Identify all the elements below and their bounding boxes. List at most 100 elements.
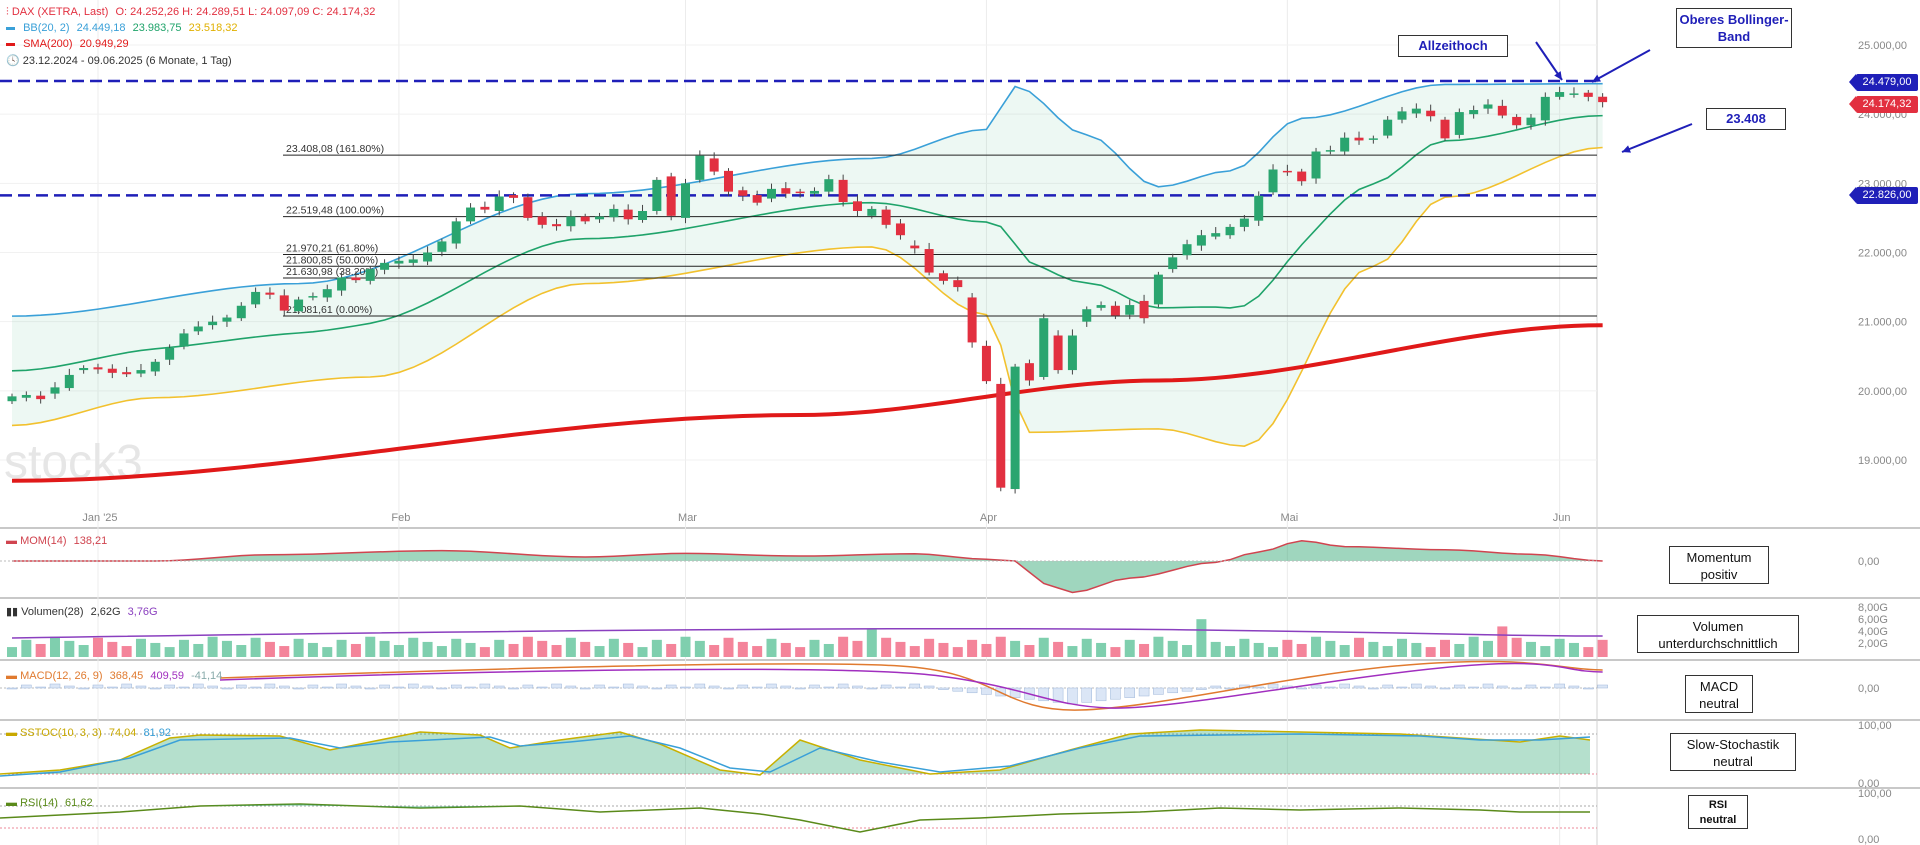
candle <box>1082 306 1092 327</box>
stoch-label: SSTOC(10, 3, 3) <box>20 727 102 739</box>
candle-body <box>1239 218 1249 227</box>
macd-histogram-bar <box>1597 684 1608 689</box>
candle-body <box>953 280 963 288</box>
volume-bar <box>1124 639 1135 657</box>
volume-bar <box>107 641 118 657</box>
candle <box>738 186 748 202</box>
candle-body <box>1497 105 1507 116</box>
candle <box>122 366 132 377</box>
volume-bar <box>1497 626 1508 657</box>
bb-upper-value: 24.449,18 <box>76 22 126 34</box>
y-tick-label: 25.000,00 <box>1858 40 1907 52</box>
candle <box>1139 294 1149 324</box>
candle <box>595 212 605 223</box>
macd-histogram-bar <box>565 685 577 689</box>
volume-bar <box>264 641 275 657</box>
macd-histogram-bar <box>880 684 892 689</box>
bollinger-fill <box>12 83 1603 447</box>
macd-histogram-bar <box>1382 684 1393 689</box>
candle <box>294 296 304 315</box>
volume-bar <box>1511 637 1522 657</box>
volume-bar <box>838 636 849 657</box>
candle-body <box>852 201 862 211</box>
candle <box>494 190 504 216</box>
macd-histogram-bar <box>1540 686 1551 689</box>
macd-histogram-bar <box>1583 687 1594 690</box>
candle <box>1397 106 1407 124</box>
volume-bar <box>7 647 17 657</box>
candle-body <box>996 383 1006 488</box>
candle <box>910 240 920 254</box>
volume-bar <box>580 641 591 657</box>
candle <box>1325 145 1335 155</box>
candle <box>279 289 289 316</box>
candle <box>1239 215 1249 232</box>
candle <box>1555 86 1565 100</box>
sma-legend: SMA(200) 20.949,29 <box>6 38 129 50</box>
volume-bar <box>1411 642 1422 657</box>
volume-bar <box>279 646 290 657</box>
candle-body <box>709 158 719 172</box>
candle <box>79 365 89 374</box>
candle <box>924 242 934 276</box>
candle <box>752 190 762 206</box>
candle-body <box>1397 111 1407 120</box>
candle-body <box>466 207 476 222</box>
macd-histogram-bar <box>1095 687 1107 702</box>
candle <box>136 363 146 378</box>
macd-histogram-bar <box>450 684 462 689</box>
candle-body <box>408 259 418 263</box>
candle-body <box>867 208 877 216</box>
volume-bar <box>121 646 132 657</box>
candle <box>179 328 189 350</box>
macd-histogram-bar <box>723 687 734 690</box>
sma-swatch-icon <box>6 42 15 46</box>
volume-bar <box>952 647 963 657</box>
instrument-legend: ⫶ DAX (XETRA, Last) O: 24.252,26 H: 24.2… <box>6 6 375 19</box>
candle <box>236 302 246 321</box>
candle-body <box>236 305 246 319</box>
macd-histogram-bar <box>1497 685 1508 689</box>
macd-histogram-bar <box>49 683 61 689</box>
candle-body <box>122 372 132 375</box>
sma-value: 20.949,29 <box>79 38 129 50</box>
candle-body <box>666 176 676 216</box>
macd-histogram-bar <box>207 685 218 689</box>
macd-histogram-bar <box>193 683 204 689</box>
candle <box>1254 191 1264 226</box>
candle-body <box>1096 305 1106 308</box>
candle <box>265 287 275 300</box>
x-tick-label: Apr <box>980 512 997 524</box>
candle <box>724 168 733 197</box>
candle <box>365 266 375 285</box>
macd-histogram-bar <box>1454 684 1465 689</box>
macd-histogram-bar <box>1110 687 1121 700</box>
volume-bar <box>236 645 247 657</box>
candle <box>394 256 404 269</box>
candle <box>1497 99 1507 119</box>
volume-bar <box>924 638 935 657</box>
candle-body <box>193 326 203 332</box>
volume-bar <box>221 640 232 657</box>
macd-histogram-bar <box>1368 687 1379 690</box>
volume-bar <box>1253 642 1264 657</box>
macd-histogram-bar <box>21 684 32 689</box>
candle-body <box>222 317 232 322</box>
macd-histogram-bar <box>1196 687 1207 690</box>
volume-bar <box>451 638 462 657</box>
candle-body <box>623 209 633 220</box>
candle-body <box>1555 92 1565 97</box>
candle-body <box>1153 274 1163 305</box>
candle-body <box>1053 335 1063 371</box>
volume-bar <box>336 639 347 657</box>
x-tick-label: Mar <box>678 512 697 524</box>
candle-body <box>337 277 347 291</box>
candle-body <box>1182 244 1192 256</box>
macd-histogram-bar <box>794 687 806 690</box>
macd-histogram-bar <box>1468 686 1479 689</box>
candle-body <box>279 295 289 311</box>
candle <box>1196 229 1206 251</box>
y-tick-label: 22.000,00 <box>1858 248 1907 260</box>
candle <box>953 276 963 292</box>
